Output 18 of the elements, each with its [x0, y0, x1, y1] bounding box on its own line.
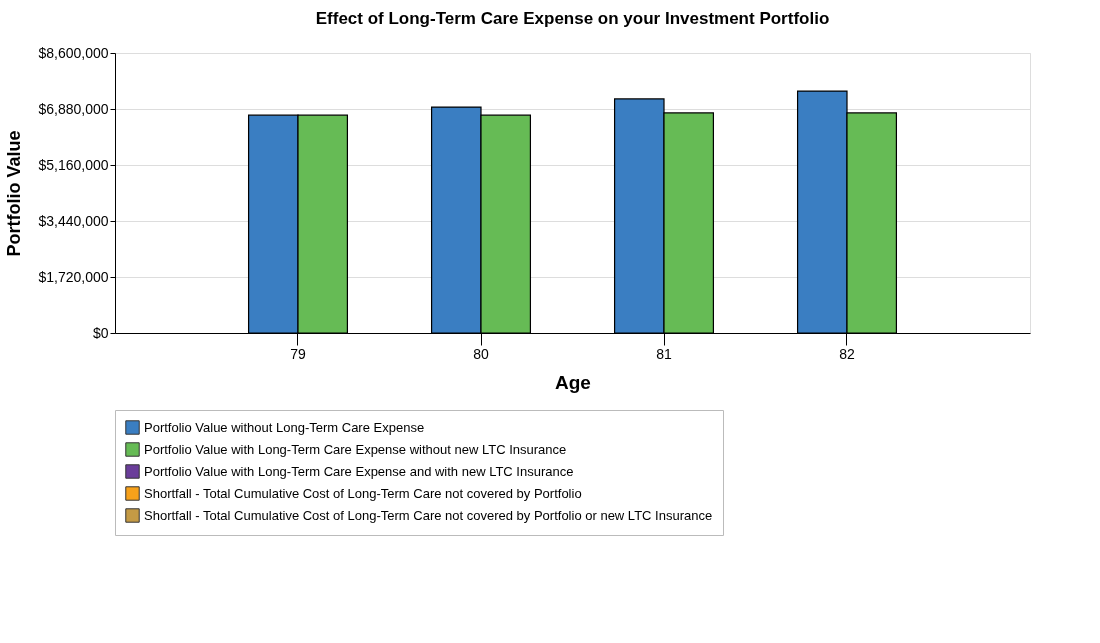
legend-label: Shortfall - Total Cumulative Cost of Long-Term Care not covered by Portfolio or new LTC Insurance: [144, 507, 713, 523]
y-tick-label: $8,600,000: [38, 44, 109, 61]
x-tick-label: 80: [473, 345, 489, 362]
y-tick-label: $6,880,000: [38, 100, 109, 117]
y-tick-label: $1,720,000: [38, 268, 109, 285]
y-tick-label: $0: [92, 324, 109, 341]
y-axis-title: Portfolio Value: [4, 130, 25, 257]
legend-label: Portfolio Value with Long-Term Care Expense without new LTC Insurance: [144, 441, 567, 457]
chart-title: Effect of Long-Term Care Expense on your Investment Portfolio: [315, 9, 830, 28]
x-tick-label: 79: [290, 345, 306, 362]
y-tick-label: $3,440,000: [38, 212, 109, 229]
legend-label: Shortfall - Total Cumulative Cost of Long-Term Care not covered by Portfolio: [144, 485, 582, 501]
x-axis-title: Age: [555, 371, 591, 393]
legend-label: Portfolio Value without Long-Term Care Expense: [144, 419, 425, 435]
legend-label: Portfolio Value with Long-Term Care Expense and with new LTC Insurance: [144, 463, 574, 479]
x-tick-label: 82: [839, 345, 855, 362]
x-tick-label: 81: [656, 345, 672, 362]
y-tick-label: $5,160,000: [38, 156, 109, 173]
